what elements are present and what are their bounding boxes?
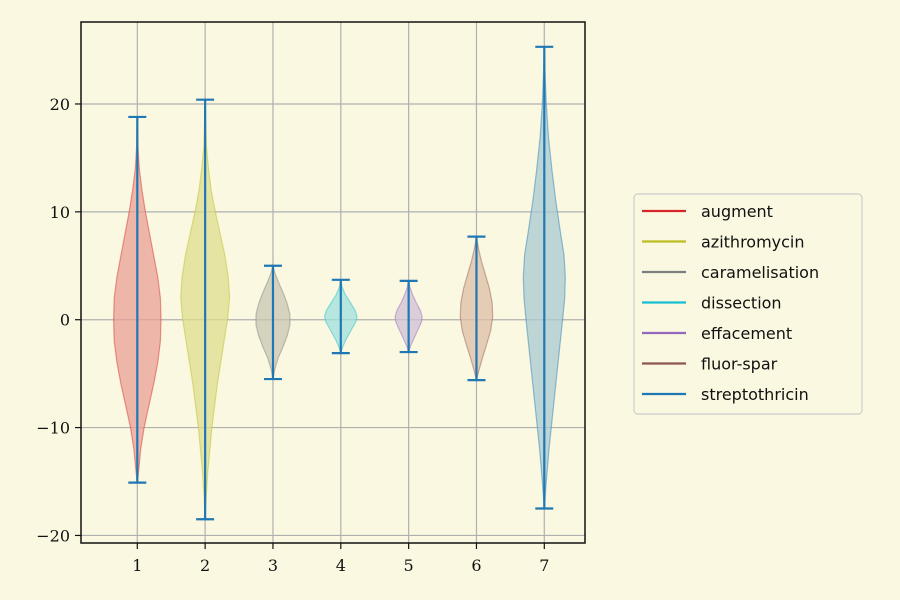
x-tick-label: 2 <box>200 556 210 575</box>
y-tick-label: −20 <box>36 526 70 545</box>
legend-label: augment <box>701 202 773 221</box>
y-tick-label: 10 <box>50 203 70 222</box>
legend-label: fluor-spar <box>701 355 778 374</box>
x-tick-label: 4 <box>336 556 346 575</box>
violin-bodies <box>112 46 566 520</box>
plot-frame <box>80 21 586 544</box>
y-tick-label: −10 <box>36 419 70 438</box>
x-tick-label: 1 <box>132 556 142 575</box>
x-tick-label: 7 <box>539 556 549 575</box>
legend-box <box>633 193 863 415</box>
x-tick-label: 5 <box>404 556 414 575</box>
legend-label: streptothricin <box>701 385 809 404</box>
legend-label: caramelisation <box>701 263 819 282</box>
legend: augment azithromycin caramelisation dissect… <box>633 193 863 415</box>
x-tick-label: 3 <box>268 556 278 575</box>
legend-label: effacement <box>701 324 792 343</box>
legend-label: dissection <box>701 294 782 313</box>
legend-label: azithromycin <box>701 233 805 252</box>
violin-extrema-lines <box>128 45 554 521</box>
y-tick-label: 20 <box>50 95 70 114</box>
y-tick-label: 0 <box>60 311 70 330</box>
axis-ticks: 1 2 3 4 5 6 7 −20 −10 0 10 20 <box>36 95 549 575</box>
x-tick-label: 6 <box>471 556 481 575</box>
